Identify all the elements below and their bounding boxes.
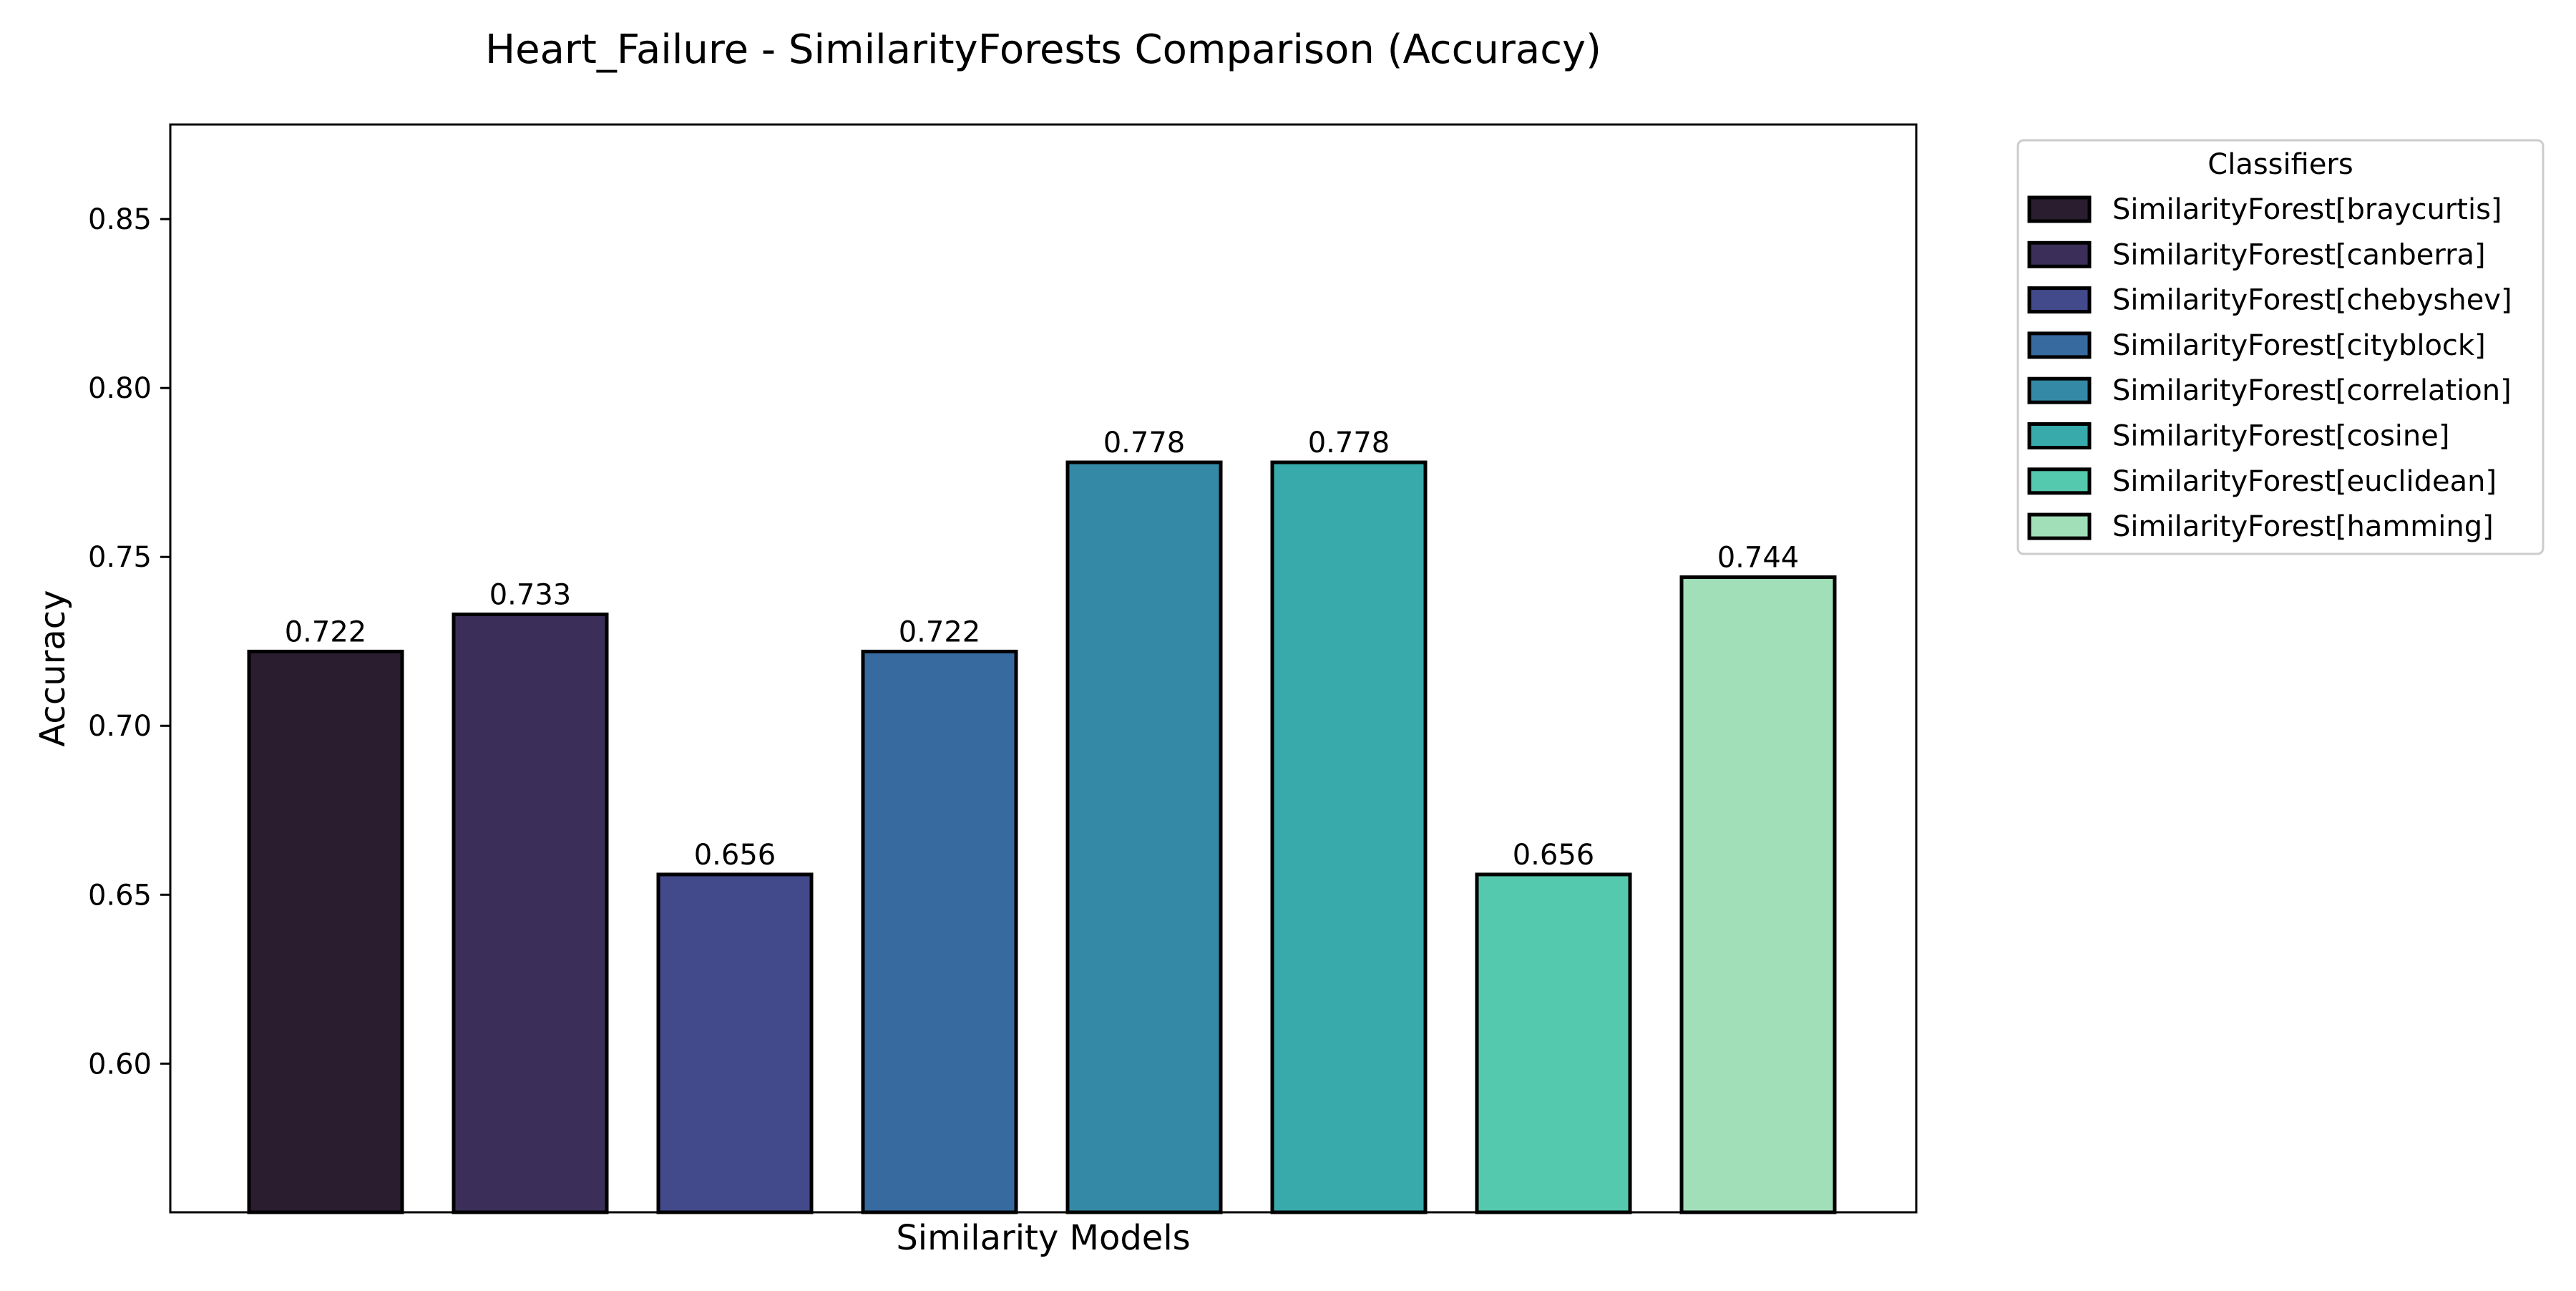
data-labels: 0.722 0.733 0.656 0.722 0.778 0.778 0.656 0.744 — [285, 427, 1800, 872]
legend-label: SimilarityForest[braycurtis] — [2112, 193, 2502, 226]
legend-label: SimilarityForest[correlation] — [2112, 374, 2512, 407]
bar-value-label: 0.778 — [1308, 427, 1390, 459]
y-tick-label: 0.60 — [88, 1048, 152, 1081]
legend-label: SimilarityForest[chebyshev] — [2112, 284, 2512, 317]
bar — [1475, 872, 1632, 1214]
legend-label: SimilarityForest[euclidean] — [2112, 465, 2497, 498]
bar-value-label: 0.722 — [899, 615, 981, 648]
y-tick-label: 0.75 — [88, 541, 152, 574]
bar-value-label: 0.656 — [694, 839, 776, 872]
legend-label: SimilarityForest[hamming] — [2112, 510, 2494, 543]
y-tick-label: 0.70 — [88, 710, 152, 743]
bar-value-label: 0.656 — [1513, 839, 1595, 872]
bar — [1270, 460, 1428, 1214]
x-axis-label: Similarity Models — [896, 1218, 1190, 1258]
y-axis-label: Accuracy — [33, 590, 73, 746]
y-tick-label: 0.80 — [88, 372, 152, 405]
legend-label: SimilarityForest[cosine] — [2112, 420, 2449, 453]
bar-value-label: 0.778 — [1103, 427, 1186, 459]
legend-label: SimilarityForest[cityblock] — [2112, 329, 2486, 362]
bar — [861, 649, 1018, 1214]
bar — [1679, 575, 1837, 1214]
y-tick-label: 0.85 — [88, 203, 152, 236]
legend-swatch — [2027, 240, 2092, 268]
bar-value-label: 0.722 — [285, 615, 367, 648]
legend-swatch — [2027, 422, 2092, 449]
plot-area-frame — [169, 123, 1918, 1214]
bar-value-label: 0.744 — [1717, 542, 1800, 575]
legend-label: SimilarityForest[canberra] — [2112, 238, 2486, 271]
legend-swatch — [2027, 512, 2092, 540]
bar — [1065, 460, 1223, 1214]
legend-title: Classifiers — [2207, 148, 2353, 181]
bar — [247, 649, 404, 1214]
legend-swatch — [2027, 467, 2092, 495]
chart-title: Heart_Failure - SimilarityForests Compar… — [485, 26, 1601, 73]
bar — [656, 872, 814, 1214]
bar — [452, 612, 609, 1214]
bar-value-label: 0.733 — [489, 578, 572, 611]
legend-swatch — [2027, 286, 2092, 314]
legend-frame — [2016, 139, 2545, 555]
y-tick-label: 0.65 — [88, 879, 152, 912]
legend-swatch — [2027, 331, 2092, 359]
legend: Classifiers SimilarityForest[braycurtis]… — [2016, 139, 2545, 555]
legend-items: SimilarityForest[braycurtis] SimilarityFo… — [2027, 193, 2512, 543]
legend-swatch — [2027, 376, 2092, 404]
bar-series — [247, 460, 1837, 1214]
legend-swatch — [2027, 195, 2092, 223]
y-axis: 0.60 0.65 0.70 0.75 0.80 0.85 — [88, 203, 170, 1081]
